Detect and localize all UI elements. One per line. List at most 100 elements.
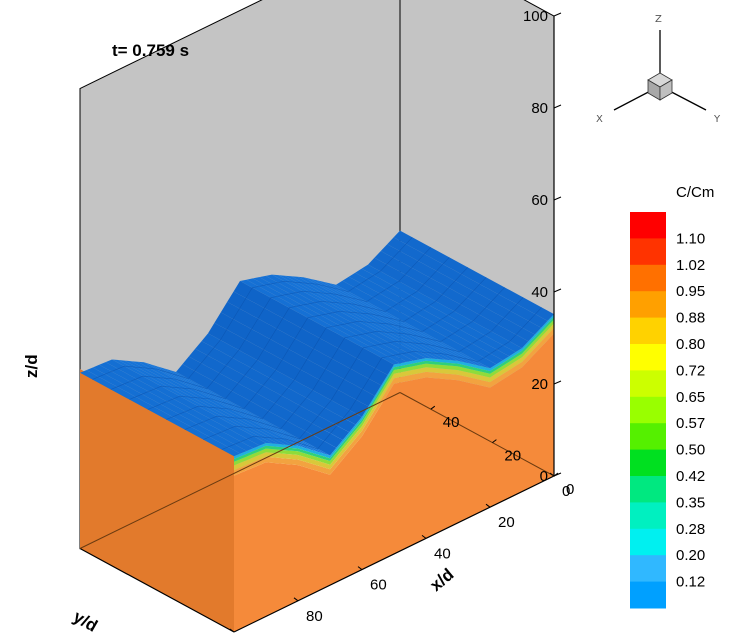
colorbar-level-label: 0.95: [676, 283, 705, 300]
z-axis-label: z/d: [22, 354, 41, 378]
front-band-3: [234, 319, 554, 466]
z-tick: [553, 12, 562, 17]
x-tick: [293, 597, 299, 602]
top-surface-strip: [156, 366, 318, 452]
top-surface-strip: [208, 322, 369, 417]
colorbar-swatch: [630, 317, 666, 345]
y-tick-label: 20: [504, 448, 521, 465]
colorbar-level-label: 0.50: [676, 442, 705, 459]
axes: 02040608010002040608010002040: [79, 8, 574, 633]
y-axis-line: [79, 547, 235, 633]
top-surface-strip: [336, 280, 497, 369]
colorbar-level-label: 0.20: [676, 547, 705, 564]
colorbar-swatch: [630, 238, 666, 266]
z-tick-label: 40: [531, 284, 548, 301]
top-surface-strip: [240, 279, 401, 365]
colorbar-swatch: [630, 423, 666, 451]
surface-streak: [92, 237, 413, 380]
surface-streak: [203, 297, 524, 440]
legend-title: C/Cm: [676, 184, 714, 201]
top-surface-strip: [201, 333, 362, 425]
x-tick-label: 40: [434, 545, 451, 562]
colorbar-level-label: 0.35: [676, 494, 705, 511]
y-axis-label: y/d: [70, 607, 101, 636]
colorbar-level-label: 0.57: [676, 415, 705, 432]
colorbar-legend: C/Cm 1.10 1.02 0.95 0.88 0.80 0.72 0.65 0.57 0.5…: [630, 184, 714, 609]
colorbar-swatch: [630, 528, 666, 556]
triad-y-label: Y: [713, 114, 721, 125]
x-tick-label: 0: [562, 483, 570, 500]
top-surface-strip: [99, 362, 260, 449]
top-surface-strip: [374, 251, 535, 342]
top-surface-strip: [265, 274, 426, 360]
colorbar-swatch: [630, 449, 666, 477]
top-surface-strip: [297, 276, 458, 361]
top-surface-strip: [304, 277, 465, 363]
top-surface-strip: [233, 281, 394, 375]
z-tick: [553, 288, 562, 293]
top-surface-strip: [105, 359, 266, 446]
surface-streak: [129, 257, 450, 400]
top-surface-strip: [252, 277, 414, 362]
z-tick-label: 60: [531, 192, 548, 209]
top-surface-strip: [176, 364, 337, 456]
x-tick: [229, 628, 235, 633]
top-surface-strip: [220, 301, 382, 396]
top-surface-strip: [272, 274, 433, 359]
top-surface-strip: [182, 356, 343, 448]
front-band-2: [234, 323, 554, 471]
colorbar-swatch: [630, 581, 666, 609]
surface-streak: [147, 267, 469, 410]
top-surface-strip: [112, 359, 273, 444]
surface-streak: [110, 247, 432, 390]
z-tick: [553, 104, 562, 109]
z-tick-label: 20: [531, 376, 548, 393]
top-surface-strip: [348, 272, 510, 361]
top-surface-strip: [169, 370, 330, 456]
colorbar-swatch: [630, 264, 666, 292]
y-tick-label: 0: [566, 481, 574, 498]
colorbar-swatch: [630, 344, 666, 371]
front-band-1: [234, 327, 554, 476]
colorbar-level-label: 1.10: [676, 230, 705, 247]
floor-edge: [399, 392, 555, 477]
x-tick: [357, 566, 363, 570]
top-surface-strip: [144, 362, 305, 448]
surface-streak: [221, 307, 542, 450]
colorbar-level-label: 0.12: [676, 574, 705, 591]
top-surface-strip: [316, 280, 478, 366]
colorbar-swatch: [630, 555, 666, 583]
top-surface-strip: [310, 278, 471, 364]
top-surface-strip: [188, 348, 350, 440]
top-surface-strip: [92, 364, 254, 451]
triad-x-label: X: [596, 114, 603, 125]
top-surface-strip: [195, 341, 356, 433]
triad-z-label: Z: [655, 14, 662, 25]
front-face-base: [234, 333, 554, 632]
orientation-triad: Z X Y: [596, 14, 721, 125]
top-surface-strip: [214, 312, 375, 407]
top-surface-strip: [329, 283, 490, 369]
top-surface-strip: [291, 276, 452, 361]
top-surface-strip: [80, 370, 241, 457]
colorbar-swatch: [630, 396, 666, 424]
colorbar-level-label: 0.80: [676, 336, 705, 353]
colorbar-swatch: [630, 370, 666, 398]
colorbar-level-label: 1.02: [676, 257, 705, 274]
surface-streak: [166, 277, 487, 420]
z-tick-label: 80: [531, 100, 548, 117]
chart-title: t= 0.759 s: [112, 41, 189, 60]
top-surface-strip: [246, 278, 407, 364]
colorbar-level-label: 0.42: [676, 468, 705, 485]
top-surface-strip: [124, 360, 286, 445]
z-tick-label: 0: [540, 468, 548, 485]
top-surface-strip: [361, 264, 522, 353]
colorbar-swatch: [630, 212, 666, 239]
top-surface-strip: [342, 276, 503, 365]
top-surface-strip: [380, 244, 542, 335]
top-surface-strip: [150, 364, 311, 450]
x-tick: [421, 535, 427, 539]
x-tick: [485, 503, 491, 508]
top-surface-strip: [118, 360, 279, 445]
